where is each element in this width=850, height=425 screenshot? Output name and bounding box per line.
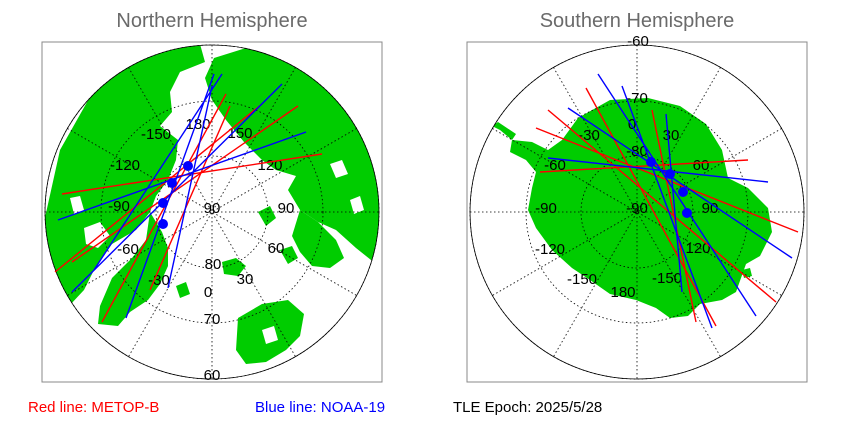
north-lon-label: 30 bbox=[237, 271, 254, 288]
noaa-19-position bbox=[167, 178, 177, 188]
noaa-19-track bbox=[547, 157, 769, 183]
north-lon-label: 90 bbox=[278, 200, 295, 217]
north-lat-label: 60 bbox=[204, 367, 221, 384]
south-lon-label: -60 bbox=[544, 157, 566, 174]
noaa-19-position bbox=[646, 157, 656, 167]
north-lon-label: -30 bbox=[148, 272, 170, 289]
noaa-19-track bbox=[621, 85, 713, 329]
south-lat-label: -70 bbox=[626, 90, 648, 107]
metop-b-track bbox=[651, 109, 697, 323]
noaa-19-track bbox=[125, 73, 215, 319]
metop-b-track bbox=[71, 105, 299, 263]
noaa-19-position bbox=[665, 169, 675, 179]
noaa-19-track bbox=[567, 107, 793, 259]
south-lat-label: -60 bbox=[627, 33, 649, 50]
south-map-title: Southern Hemisphere bbox=[539, 10, 735, 32]
north-lon-label: 120 bbox=[257, 157, 282, 174]
south-lon-label: -30 bbox=[578, 127, 600, 144]
south-map: -60 -70 -80 0 -30 30 -60 60 -90 -90 90 -… bbox=[466, 33, 808, 383]
south-land bbox=[492, 98, 772, 318]
metop-b-track bbox=[539, 159, 749, 173]
north-lon-label: 0 bbox=[204, 284, 212, 301]
north-lon-label: -60 bbox=[117, 241, 139, 258]
north-grid-labels: -150 180 150 120 -120 -90 90 90 -60 60 -… bbox=[108, 116, 294, 384]
noaa-19-track bbox=[71, 83, 283, 293]
noaa-19-position bbox=[678, 187, 688, 197]
noaa-19-track bbox=[167, 85, 213, 289]
metop-b-track bbox=[547, 109, 777, 303]
tle-epoch-label: TLE Epoch: 2025/5/28 bbox=[453, 399, 603, 416]
noaa-19-track bbox=[597, 73, 757, 317]
south-lon-label: -150 bbox=[567, 271, 597, 288]
noaa-19-track bbox=[665, 113, 683, 293]
noaa-19-track bbox=[93, 73, 223, 271]
metop-b-track bbox=[585, 87, 717, 327]
noaa-19-position bbox=[158, 198, 168, 208]
noaa-19-position bbox=[682, 208, 692, 218]
south-lon-label: 90 bbox=[702, 200, 719, 217]
noaa-19-track bbox=[57, 131, 307, 221]
north-map-title: Northern Hemisphere bbox=[116, 10, 308, 32]
south-lon-label: 120 bbox=[685, 240, 710, 257]
south-lon-label: -90 bbox=[535, 200, 557, 217]
south-boundary bbox=[469, 44, 805, 380]
north-boundary bbox=[44, 44, 380, 380]
south-lon-label: -150 bbox=[652, 270, 682, 287]
noaa-19-position bbox=[158, 219, 168, 229]
north-lon-label: -90 bbox=[108, 198, 130, 215]
south-lon-label: 180 bbox=[610, 284, 635, 301]
north-map: -150 180 150 120 -120 -90 90 90 -60 60 -… bbox=[41, 41, 383, 384]
north-lon-label: -150 bbox=[141, 126, 171, 143]
legend-noaa-19: Blue line: NOAA-19 bbox=[255, 399, 386, 416]
south-lon-label: -90 bbox=[626, 200, 648, 217]
north-lon-label: 150 bbox=[227, 125, 252, 142]
north-water bbox=[70, 160, 364, 344]
south-lon-label: 0 bbox=[628, 116, 636, 133]
north-tracks bbox=[54, 73, 323, 323]
north-lon-label: 60 bbox=[268, 240, 285, 257]
south-lon-label: -120 bbox=[535, 241, 565, 258]
south-tracks bbox=[535, 73, 799, 329]
north-lon-label: -120 bbox=[110, 157, 140, 174]
metop-b-track bbox=[54, 103, 263, 273]
noaa-19-position bbox=[183, 161, 193, 171]
south-lon-label: 60 bbox=[693, 157, 710, 174]
north-lat-label: 80 bbox=[205, 256, 222, 273]
south-lat-label: -80 bbox=[626, 143, 648, 160]
south-lon-label: 30 bbox=[663, 127, 680, 144]
north-lon-label: 90 bbox=[204, 200, 221, 217]
metop-b-track bbox=[149, 105, 231, 291]
north-lat-label: 70 bbox=[204, 311, 221, 328]
metop-b-track bbox=[101, 93, 227, 323]
legend-metop-b: Red line: METOP-B bbox=[28, 399, 160, 416]
